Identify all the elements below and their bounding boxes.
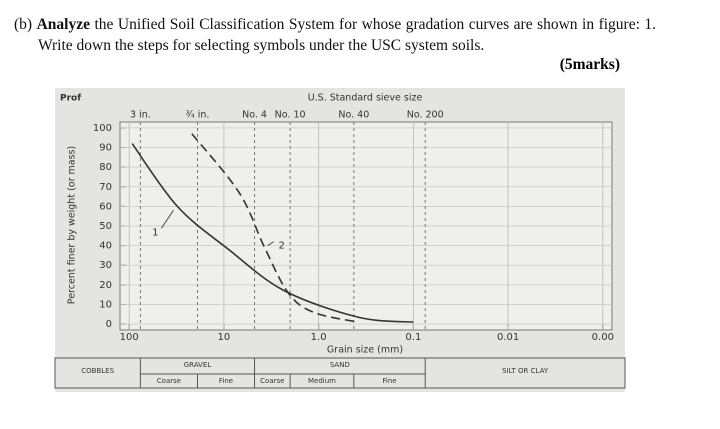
class-name: GRAVEL: [184, 361, 212, 369]
y-tick-label: 30: [99, 260, 112, 271]
chart-title: U.S. Standard sieve size: [308, 93, 423, 104]
class-name: COBBLES: [81, 367, 114, 375]
question: (b) Analyze the Unified Soil Classificat…: [14, 14, 656, 56]
y-tick-label: 100: [93, 123, 112, 134]
x-tick-label: 0.01: [497, 332, 519, 343]
y-tick-label: 90: [99, 143, 112, 154]
class-name: SAND: [330, 361, 350, 369]
question-verb: Analyze: [36, 16, 90, 33]
gradation-curve: [131, 143, 414, 323]
y-tick-label: 60: [99, 201, 112, 212]
class-part: Fine: [219, 377, 233, 385]
y-tick-label: 80: [99, 162, 112, 173]
x-axis-label: Grain size (mm): [327, 345, 403, 356]
curve-label-leader: [267, 241, 274, 247]
y-tick-label: 0: [106, 319, 112, 330]
y-tick-label: 40: [99, 241, 112, 252]
y-tick-label: 50: [99, 221, 112, 232]
class-part: Coarse: [157, 377, 181, 385]
class-name: SILT OR CLAY: [502, 367, 549, 375]
x-tick-label: 100: [120, 332, 139, 343]
y-tick-label: 10: [99, 299, 112, 310]
curve-label-leader: [160, 210, 174, 229]
corner-text: Prof: [60, 94, 81, 104]
sieve-label: No. 10: [275, 110, 306, 121]
class-part: Medium: [308, 377, 336, 385]
marks: (5marks): [559, 56, 620, 73]
curve-label: 2: [279, 241, 285, 252]
y-axis-label: Percent finer by weight (or mass): [67, 146, 78, 304]
sieve-label: No. 200: [407, 110, 444, 121]
x-tick-label: 0.00: [592, 332, 614, 343]
sieve-label: No. 4: [242, 110, 267, 121]
class-part: Fine: [382, 377, 396, 385]
question-label: (b): [14, 16, 33, 33]
y-tick-label: 20: [99, 280, 112, 291]
x-tick-label: 0.1: [405, 332, 421, 343]
x-tick-label: 1.0: [311, 332, 327, 343]
question-text: the Unified Soil Classification System f…: [38, 16, 657, 54]
sieve-label: ¾ in.: [186, 110, 210, 121]
y-tick-label: 70: [99, 182, 112, 193]
class-band: [54, 357, 626, 389]
sieve-label: No. 40: [338, 110, 369, 121]
curve-label: 1: [152, 227, 158, 238]
class-part: Coarse: [260, 377, 284, 385]
sieve-label: 3 in.: [130, 110, 151, 121]
x-tick-label: 10: [218, 332, 231, 343]
gradation-curve: [191, 133, 359, 323]
